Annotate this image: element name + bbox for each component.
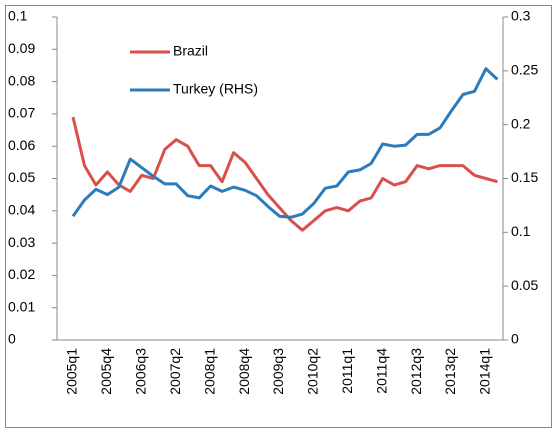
x-tick-label: 2005q4 (98, 348, 114, 395)
y2-tick-label: 0.25 (511, 62, 538, 78)
y-tick-label: 0.07 (8, 105, 35, 121)
x-tick-label: 2012q3 (408, 348, 424, 395)
x-tick-label: 2008q4 (236, 348, 252, 395)
y-tick-label: 0.03 (8, 234, 35, 250)
y-tick-label: 0.08 (8, 72, 35, 88)
y-tick-label: 0.06 (8, 137, 35, 153)
y2-tick-label: 0.15 (511, 169, 538, 185)
x-tick-label: 2007q2 (167, 348, 183, 395)
x-tick-label: 2010q2 (305, 348, 321, 395)
x-tick-label: 2011q4 (373, 348, 389, 394)
y2-tick-label: 0.05 (511, 277, 538, 293)
x-tick-label: 2009q3 (270, 348, 286, 395)
y2-tick-label: 0 (511, 331, 519, 347)
y-tick-label: 0.05 (8, 169, 35, 185)
x-tick-label: 2006q3 (133, 348, 149, 395)
x-tick-label: 2011q1 (339, 348, 355, 394)
y-tick-label: 0 (8, 331, 16, 347)
y-tick-label: 0.1 (8, 8, 28, 24)
legend-label: Turkey (RHS) (173, 81, 258, 97)
legend-label: Brazil (173, 43, 208, 59)
y-tick-label: 0.01 (8, 298, 35, 314)
line-series (71, 116, 498, 232)
y-tick-label: 0.09 (8, 40, 35, 56)
x-tick-label: 2008q1 (201, 348, 217, 395)
x-tick-label: 2005q1 (64, 348, 80, 395)
x-tick-label: 2014q1 (477, 348, 493, 395)
y2-tick-label: 0.3 (511, 8, 531, 24)
y2-tick-label: 0.2 (511, 115, 531, 131)
y-tick-label: 0.04 (8, 202, 35, 218)
line-series (71, 67, 499, 219)
x-tick-label: 2013q2 (442, 348, 458, 395)
y-tick-label: 0.02 (8, 266, 35, 282)
y2-tick-label: 0.1 (511, 223, 531, 239)
